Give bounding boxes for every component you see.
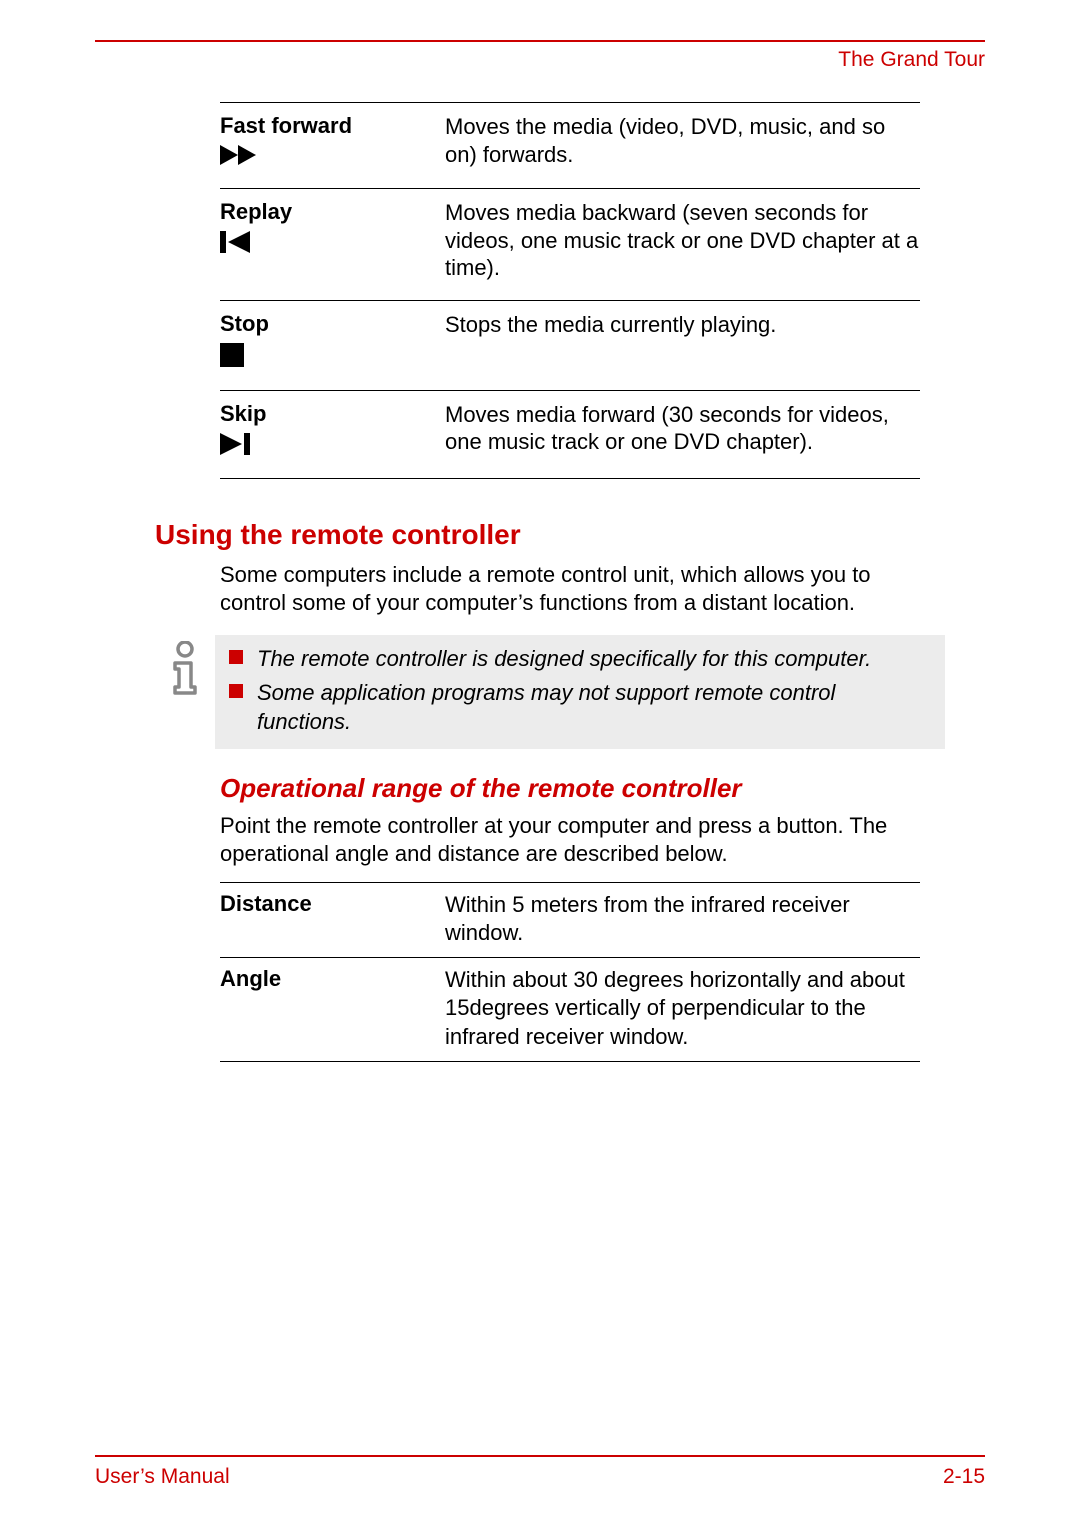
replay-icon	[220, 231, 445, 258]
control-label: Replay	[220, 199, 445, 225]
control-description: Stops the media currently playing.	[445, 311, 776, 372]
bullet-icon	[229, 650, 243, 664]
range-label: Distance	[220, 891, 445, 947]
page: The Grand Tour Fast forward Moves the me…	[95, 40, 985, 1489]
info-text: The remote controller is designed specif…	[257, 645, 871, 674]
control-label: Fast forward	[220, 113, 445, 139]
info-box: The remote controller is designed specif…	[215, 635, 945, 749]
table-row: Angle Within about 30 degrees horizontal…	[220, 958, 920, 1061]
bullet-icon	[229, 684, 243, 698]
range-description: Within about 30 degrees horizontally and…	[445, 966, 920, 1050]
control-label: Stop	[220, 311, 445, 337]
header-chapter-title: The Grand Tour	[95, 48, 985, 72]
top-rule	[95, 40, 985, 42]
range-label: Angle	[220, 966, 445, 1050]
control-description: Moves media backward (seven seconds for …	[445, 199, 920, 282]
skip-icon	[220, 433, 445, 460]
info-item: The remote controller is designed specif…	[229, 645, 931, 674]
table-row: Skip Moves media forward (30 seconds for…	[220, 391, 920, 479]
control-label-cell: Replay	[220, 199, 445, 282]
table-row: Stop Stops the media currently playing.	[220, 301, 920, 391]
table-row: Distance Within 5 meters from the infrar…	[220, 883, 920, 958]
subsection-heading-operational-range: Operational range of the remote controll…	[220, 773, 985, 804]
section-heading-using-remote: Using the remote controller	[155, 519, 985, 551]
control-description: Moves the media (video, DVD, music, and …	[445, 113, 920, 170]
range-description: Within 5 meters from the infrared receiv…	[445, 891, 920, 947]
footer-manual-label: User’s Manual	[95, 1465, 230, 1489]
stop-icon	[220, 343, 445, 372]
operational-range-table: Distance Within 5 meters from the infrar…	[220, 882, 920, 1062]
info-text: Some application programs may not suppor…	[257, 679, 931, 736]
section-body: Some computers include a remote control …	[220, 561, 920, 617]
table-row: Fast forward Moves the media (video, DVD…	[220, 103, 920, 189]
info-icon	[155, 635, 215, 697]
control-label-cell: Stop	[220, 311, 445, 372]
table-row: Replay Moves media backward (seven secon…	[220, 189, 920, 301]
page-footer: User’s Manual 2-15	[95, 1455, 985, 1489]
control-label: Skip	[220, 401, 445, 427]
footer-row: User’s Manual 2-15	[95, 1465, 985, 1489]
info-item: Some application programs may not suppor…	[229, 679, 931, 736]
info-callout: The remote controller is designed specif…	[155, 635, 945, 749]
control-label-cell: Fast forward	[220, 113, 445, 170]
media-controls-table: Fast forward Moves the media (video, DVD…	[220, 102, 920, 479]
footer-page-number: 2-15	[943, 1465, 985, 1489]
footer-rule	[95, 1455, 985, 1457]
control-description: Moves media forward (30 seconds for vide…	[445, 401, 920, 460]
control-label-cell: Skip	[220, 401, 445, 460]
subsection-body: Point the remote controller at your comp…	[220, 812, 920, 868]
fast-forward-icon	[220, 145, 445, 170]
